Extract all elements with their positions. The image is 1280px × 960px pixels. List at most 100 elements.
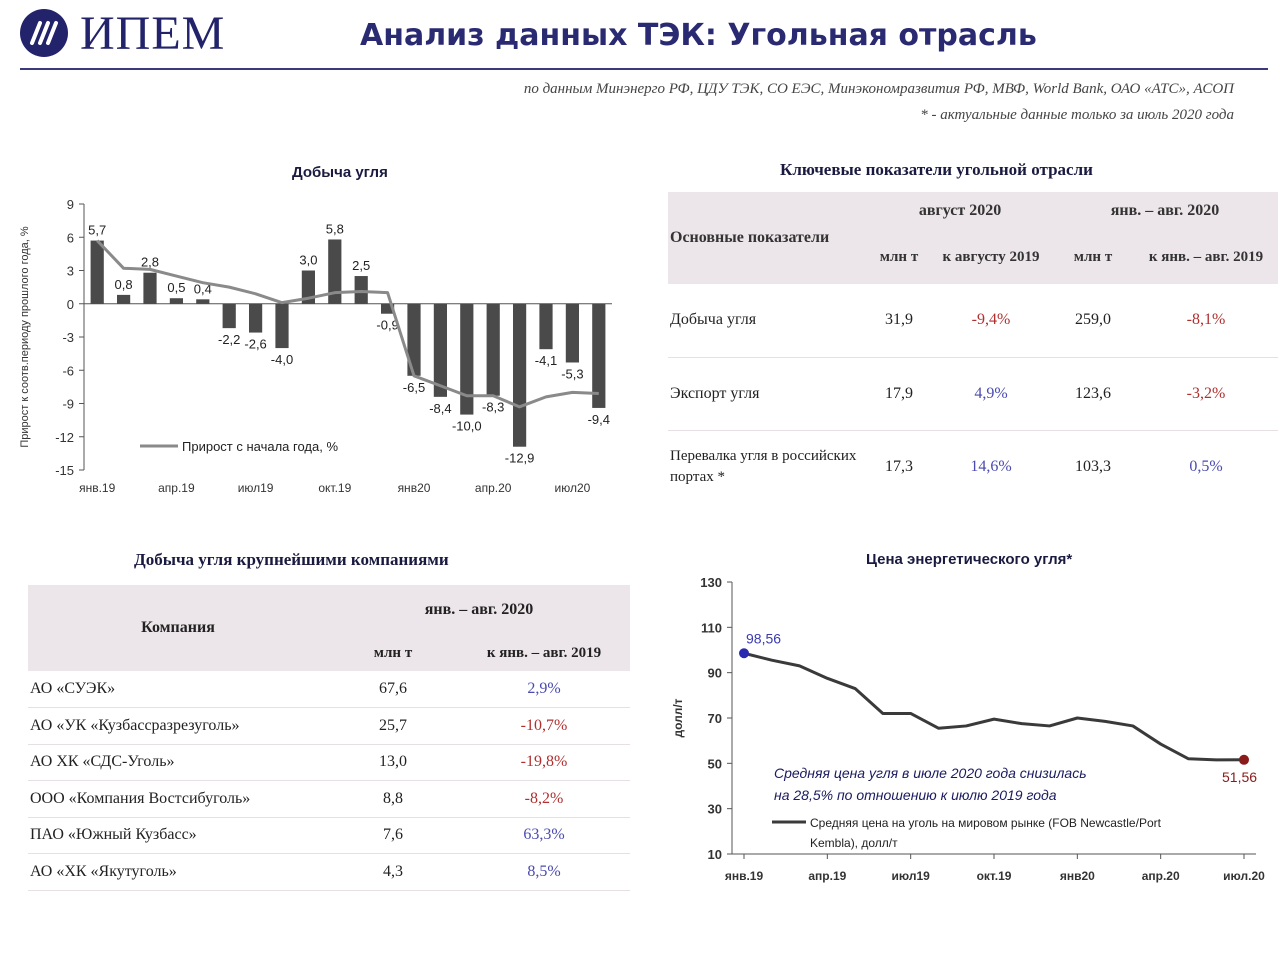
row-name: Экспорт угля	[668, 357, 868, 431]
row-period-pct: 0,5%	[1189, 457, 1223, 475]
sub-vs-period: к янв. – авг. 2019	[486, 644, 602, 661]
y-tick-label: -15	[55, 463, 74, 478]
y-tick-label: -9	[62, 397, 74, 412]
row-aug-pct: 14,6%	[970, 457, 1012, 475]
bar	[460, 303, 474, 415]
row-aug-mt: 17,3	[885, 457, 913, 475]
last-point-marker	[1239, 754, 1249, 765]
logo-text: ИПЕМ	[80, 6, 226, 60]
row-period-mt: 123,6	[1052, 357, 1134, 431]
row-period-mt: 259,0	[1052, 284, 1134, 358]
company-mt: 8,8	[328, 780, 458, 818]
x-tick-label: янв20	[398, 481, 431, 495]
bar-data-label: -9,4	[588, 412, 610, 427]
bar	[513, 303, 527, 447]
x-tick-label: июл19	[892, 869, 931, 883]
bar	[433, 303, 447, 397]
bar	[539, 303, 553, 350]
company-pct: 63,3%	[458, 817, 630, 854]
y-tick-label: 50	[708, 756, 722, 771]
bar	[117, 294, 131, 304]
y-tick-label: 0	[67, 297, 74, 312]
bar-data-label: -10,0	[452, 419, 482, 434]
sub-mt: млн т	[879, 248, 919, 265]
first-point-marker	[739, 648, 749, 659]
company-name: АО «ХК «Якутуголь»	[28, 853, 328, 891]
bar-data-label: -2,2	[218, 332, 240, 347]
bar-data-label: -5,3	[561, 366, 583, 381]
table-row: АО ХК «СДС-Уголь» 13,0 -19,8%	[28, 744, 630, 781]
production-chart-title: Добыча угля	[292, 164, 388, 181]
company-table-title: Добыча угля крупнейшими компаниями	[134, 550, 449, 569]
bar-data-label: 2,5	[352, 258, 370, 273]
table-row: Экспорт угля 17,9 4,9% 123,6 -3,2%	[668, 357, 1278, 431]
company-mt: 4,3	[328, 853, 458, 891]
y-axis-label: долл/т	[671, 698, 685, 737]
row-period-pct: -8,1%	[1134, 284, 1278, 358]
bar-data-label: 5,8	[326, 221, 344, 236]
bar-data-label: -12,9	[505, 451, 535, 466]
bar-data-label: 3,0	[299, 253, 317, 268]
x-tick-label: апр.19	[808, 869, 846, 883]
price-chart-title: Цена энергетического угля*	[866, 551, 1073, 568]
company-name: АО «УК «Кузбассразрезуголь»	[28, 707, 328, 745]
company-name: АО «СУЭК»	[28, 671, 328, 708]
bar-data-label: -4,1	[535, 353, 557, 368]
bar	[301, 270, 315, 304]
bar-data-label: -0,9	[376, 318, 398, 333]
company-name: АО ХК «СДС-Уголь»	[28, 744, 328, 781]
x-tick-label: июл.20	[1223, 869, 1265, 883]
footnote-line: * - актуальные данные только за июль 202…	[920, 107, 1234, 123]
bar-data-label: 5,7	[88, 223, 106, 238]
table-row: АО «СУЭК» 67,6 2,9%	[28, 671, 630, 708]
bar	[222, 303, 236, 329]
x-tick-label: янв.19	[725, 869, 764, 883]
bar	[196, 299, 210, 304]
bar	[592, 303, 606, 408]
company-name: ООО «Компания Востсибуголь»	[28, 780, 328, 818]
cumulative-line	[96, 239, 599, 409]
table-row: Перевалка угля в российских портах * 17,…	[668, 430, 1278, 503]
x-tick-label: апр.20	[1142, 869, 1180, 883]
row-aug-pct: 4,9%	[930, 357, 1052, 431]
company-pct: -10,7%	[458, 707, 630, 745]
row-name: Добыча угля	[668, 284, 868, 358]
bar	[407, 303, 421, 376]
annotation-line: Средняя цена угля в июле 2020 года снизи…	[774, 765, 1087, 781]
row-period-pct: -3,2%	[1134, 357, 1278, 431]
group-jan-aug-2020: янв. – авг. 2020	[1110, 202, 1220, 219]
x-tick-label: окт.19	[977, 869, 1012, 883]
bar	[143, 272, 157, 304]
bar	[90, 240, 104, 304]
annotation-line: на 28,5% по отношению к июлю 2019 года	[774, 787, 1057, 803]
sources-note: по данным Минэнерго РФ, ЦДУ ТЭК, СО ЕЭС,…	[524, 76, 1234, 128]
bar	[354, 276, 368, 304]
table-row: ПАО «Южный Кузбасс» 7,6 63,3%	[28, 817, 630, 854]
key-table-title: Ключевые показатели угольной отрасли	[780, 160, 1093, 179]
x-tick-label: апр.19	[158, 481, 195, 495]
bar-data-label: -4,0	[271, 352, 293, 367]
row-period-mt: 103,3	[1075, 457, 1111, 475]
company-pct: 2,9%	[458, 671, 630, 708]
bar-data-label: 2,8	[141, 255, 159, 270]
sub-mt: млн т	[373, 644, 413, 661]
bar	[169, 298, 183, 304]
price-line	[743, 651, 1245, 762]
bar-data-label: -8,3	[482, 400, 504, 415]
table-row: Добыча угля 31,9 -9,4% 259,0 -8,1%	[668, 284, 1278, 358]
y-tick-label: 70	[708, 711, 722, 726]
bar-data-label: 0,4	[194, 281, 212, 296]
bar	[249, 303, 263, 333]
sub-vs-august: к августу 2019	[942, 248, 1040, 265]
sub-vs-period: к янв. – авг. 2019	[1148, 248, 1264, 265]
y-tick-label: 90	[708, 666, 722, 681]
company-mt: 7,6	[328, 817, 458, 854]
company-table: Компания янв. – авг. 2020 млн т к янв. –…	[28, 585, 630, 891]
x-tick-label: янв20	[1060, 869, 1095, 883]
x-tick-label: июл20	[555, 481, 591, 495]
row-name: Перевалка угля в российских портах *	[670, 447, 857, 485]
first-point-label: 98,56	[746, 630, 781, 646]
company-pct: -19,8%	[458, 744, 630, 781]
table-row: АО «ХК «Якутуголь» 4,3 8,5%	[28, 853, 630, 891]
y-tick-label: 6	[67, 230, 74, 245]
